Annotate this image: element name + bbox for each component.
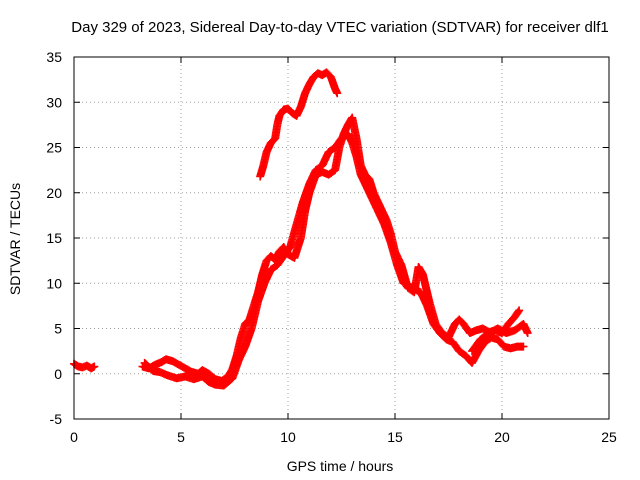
x-tick-label: 0 <box>70 429 78 445</box>
y-tick-label: 0 <box>54 366 62 382</box>
y-tick-label: 15 <box>46 230 62 246</box>
y-axis-label: SDTVAR / TECUs <box>7 183 23 295</box>
axis-ticks: 0 5 10 15 20 25 -5 0 5 10 15 20 25 30 35 <box>46 49 617 445</box>
series-late-segment <box>468 319 532 356</box>
y-tick-label: 35 <box>46 49 62 65</box>
chart-title: Day 329 of 2023, Sidereal Day-to-day VTE… <box>71 19 608 36</box>
x-axis-label: GPS time / hours <box>287 458 394 474</box>
y-tick-label: 25 <box>46 140 62 156</box>
data-point <box>519 342 528 351</box>
series-main-track-b <box>140 129 528 390</box>
x-tick-label: 15 <box>387 429 403 445</box>
data-points <box>70 68 532 390</box>
data-point <box>90 362 99 371</box>
y-tick-label: -5 <box>50 411 63 427</box>
data-point <box>523 329 532 338</box>
series-early-segment <box>70 359 99 373</box>
data-point <box>514 307 523 316</box>
x-tick-label: 5 <box>177 429 185 445</box>
y-tick-label: 10 <box>46 275 62 291</box>
data-point <box>515 306 524 315</box>
x-tick-label: 20 <box>494 429 510 445</box>
y-tick-label: 20 <box>46 185 62 201</box>
x-tick-label: 10 <box>280 429 296 445</box>
x-tick-label: 25 <box>601 429 617 445</box>
series-upper-segment <box>256 68 342 181</box>
y-tick-label: 5 <box>54 321 62 337</box>
data-point <box>333 89 342 98</box>
y-tick-label: 30 <box>46 94 62 110</box>
